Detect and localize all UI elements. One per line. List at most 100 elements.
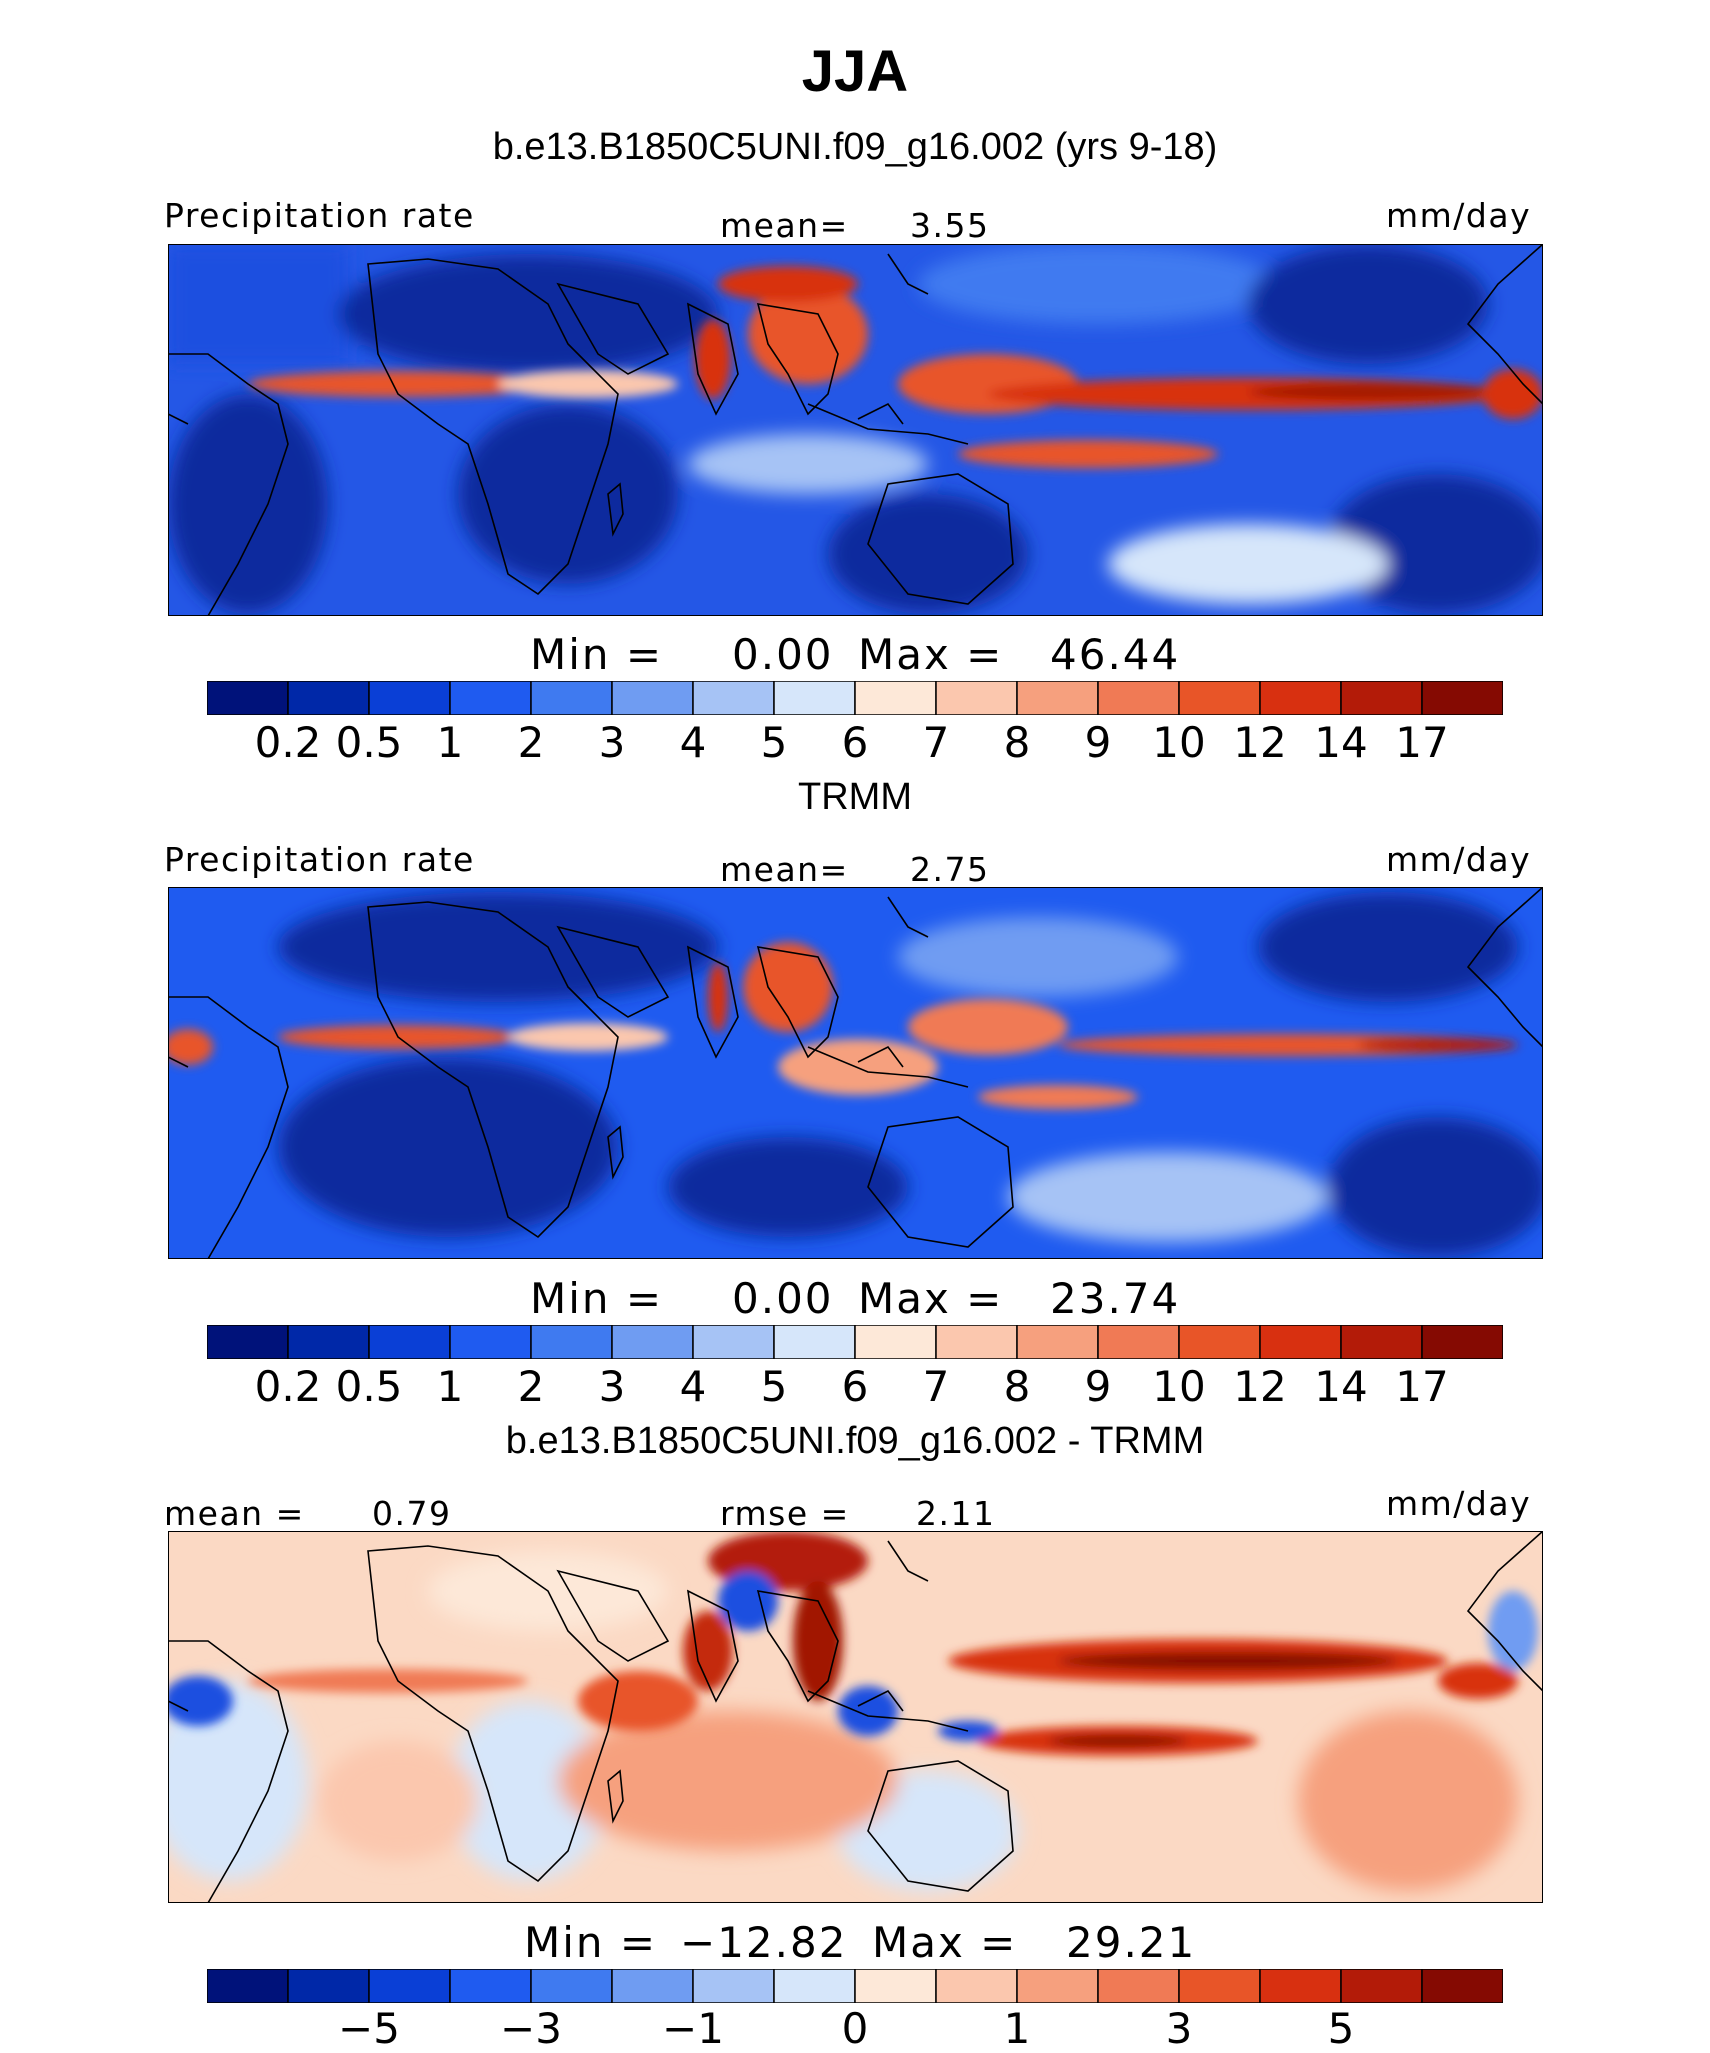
panel1-wet-arabian-sea <box>695 319 731 399</box>
panel1-dry-npacific-west <box>918 244 1278 324</box>
colorbar-swatch <box>611 1969 694 2003</box>
panel2-coast-arabia <box>556 925 670 1018</box>
panel1-dry-south-america <box>168 394 328 614</box>
panel3-neg-colombia <box>168 1676 233 1726</box>
panel2-dry-se-pacific <box>1328 1117 1543 1257</box>
panel2-dry-sahara <box>278 892 718 1002</box>
panel3-coast-madagascar <box>607 1769 624 1824</box>
colorbar-tick-label: 2 <box>517 1362 545 1411</box>
panel1-coast-india <box>686 302 739 416</box>
panel3-colorbar <box>207 1969 1503 2003</box>
panel2-max-value: 23.74 <box>1050 1274 1181 1323</box>
panel2-min-label: Min = <box>530 1274 664 1323</box>
panel1-max-label: Max = <box>858 630 1004 679</box>
panel1-dry-sahara <box>338 254 718 374</box>
colorbar-swatch <box>692 681 775 715</box>
colorbar-tick-label: 0 <box>841 2004 869 2053</box>
panel1-coast-australia <box>867 473 1014 605</box>
colorbar-swatch <box>530 1969 613 2003</box>
panel1-neutral-s-pacific <box>1108 524 1388 604</box>
panel3-pos-east-pacific <box>1438 1663 1518 1699</box>
panel1-coast-indonesia <box>807 402 969 445</box>
colorbar-tick-label: −5 <box>338 2004 400 2053</box>
panel2-wet-africa-itcz <box>508 1023 668 1051</box>
colorbar-tick-label: 14 <box>1314 1362 1368 1411</box>
colorbar-swatch <box>287 1325 370 1359</box>
colorbar-swatch <box>287 1969 370 2003</box>
panel2-max-label: Max = <box>858 1274 1004 1323</box>
colorbar-tick-label: 3 <box>598 718 626 767</box>
panel2-wet-colombia <box>168 1029 213 1065</box>
panel3-min-value: −12.82 <box>680 1918 848 1967</box>
colorbar-swatch <box>449 1969 532 2003</box>
colorbar-tick-label: 5 <box>1327 2004 1355 2053</box>
colorbar-tick-label: 12 <box>1233 718 1287 767</box>
panel2-map <box>168 887 1543 1259</box>
panel3-coast-se-asia <box>756 1590 839 1703</box>
colorbar-tick-label: 14 <box>1314 718 1368 767</box>
colorbar-swatch <box>1421 681 1503 715</box>
panel2-coast-japan <box>887 896 929 938</box>
colorbar-swatch <box>1259 681 1342 715</box>
panel2-dry-south-indian <box>668 1137 908 1237</box>
colorbar-swatch <box>207 681 289 715</box>
colorbar-swatch <box>1421 1969 1503 2003</box>
panel3-coast-india <box>686 1589 739 1703</box>
panel3-neutral-south-america <box>168 1681 308 1881</box>
colorbar-swatch <box>287 681 370 715</box>
panel1-mean-value: 3.55 <box>910 206 990 245</box>
panel2-coast-south-america <box>168 996 289 1259</box>
panel1-coast-japan <box>887 253 929 295</box>
panel2-coast-indonesia <box>807 1045 969 1088</box>
panel2-coast-africa <box>367 901 619 1239</box>
colorbar-swatch <box>1178 1325 1261 1359</box>
panel1-field-label: Precipitation rate <box>164 196 475 235</box>
panel2-wet-itcz-core <box>1358 1038 1518 1052</box>
panel3-pos-atlantic <box>248 1669 528 1693</box>
colorbar-tick-label: 1 <box>1003 2004 1031 2053</box>
panel2-min-value: 0.00 <box>732 1274 834 1323</box>
colorbar-tick-label: 6 <box>841 1362 869 1411</box>
colorbar-tick-label: 10 <box>1152 718 1206 767</box>
panel1-coast-arabia <box>556 282 670 375</box>
panel2-wet-western-ghats <box>708 962 728 1032</box>
colorbar-tick-label: −3 <box>500 2004 562 2053</box>
panel1-wet-east-pacific <box>1483 369 1543 419</box>
panel3-units: mm/day <box>1386 1484 1532 1523</box>
panel3-neutral-africa <box>448 1701 608 1881</box>
colorbar-swatch <box>368 1325 451 1359</box>
panel2-coast-madagascar <box>607 1125 624 1180</box>
panel3-pos-n-pacific-core <box>1058 1652 1398 1670</box>
colorbar-tick-label: 0.2 <box>254 1362 322 1411</box>
colorbar-swatch <box>1340 1969 1423 2003</box>
colorbar-swatch <box>692 1969 775 2003</box>
panel3-rmse-label: rmse = <box>720 1494 850 1533</box>
panel3-rmse-value: 2.11 <box>916 1494 996 1533</box>
colorbar-swatch <box>207 1969 289 2003</box>
colorbar-tick-label: 3 <box>598 1362 626 1411</box>
panel1-coast-central-america <box>1466 244 1543 405</box>
colorbar-tick-label: 17 <box>1395 1362 1449 1411</box>
panel2-title: TRMM <box>798 776 912 818</box>
colorbar-swatch <box>1097 1969 1180 2003</box>
panel3-colorbar-ticks: −5 −3 −1 0 1 3 5 <box>207 2004 1503 2053</box>
panel2-coast-se-asia <box>756 946 839 1059</box>
colorbar-tick-label: 8 <box>1003 718 1031 767</box>
colorbar-swatch <box>611 681 694 715</box>
colorbar-swatch <box>449 681 532 715</box>
panel3-warm-indian <box>558 1711 898 1851</box>
panel2-mean-value: 2.75 <box>910 850 990 889</box>
panel2-field-label: Precipitation rate <box>164 840 475 879</box>
panel3-neg-central-america <box>1488 1591 1538 1671</box>
panel2-units: mm/day <box>1386 840 1532 879</box>
colorbar-swatch <box>611 1325 694 1359</box>
panel3-pos-indochina <box>793 1581 843 1701</box>
panel3-neg-maritime <box>838 1686 898 1736</box>
panel3-max-value: 29.21 <box>1066 1918 1197 1967</box>
panel1-wet-tibet <box>718 266 858 302</box>
panel3-max-label: Max = <box>872 1918 1018 1967</box>
figure-subtitle: b.e13.B1850C5UNI.f09_g16.002 (yrs 9-18) <box>492 126 1218 168</box>
colorbar-swatch <box>692 1325 775 1359</box>
colorbar-tick-label: 0.5 <box>335 718 403 767</box>
colorbar-swatch <box>935 681 1018 715</box>
